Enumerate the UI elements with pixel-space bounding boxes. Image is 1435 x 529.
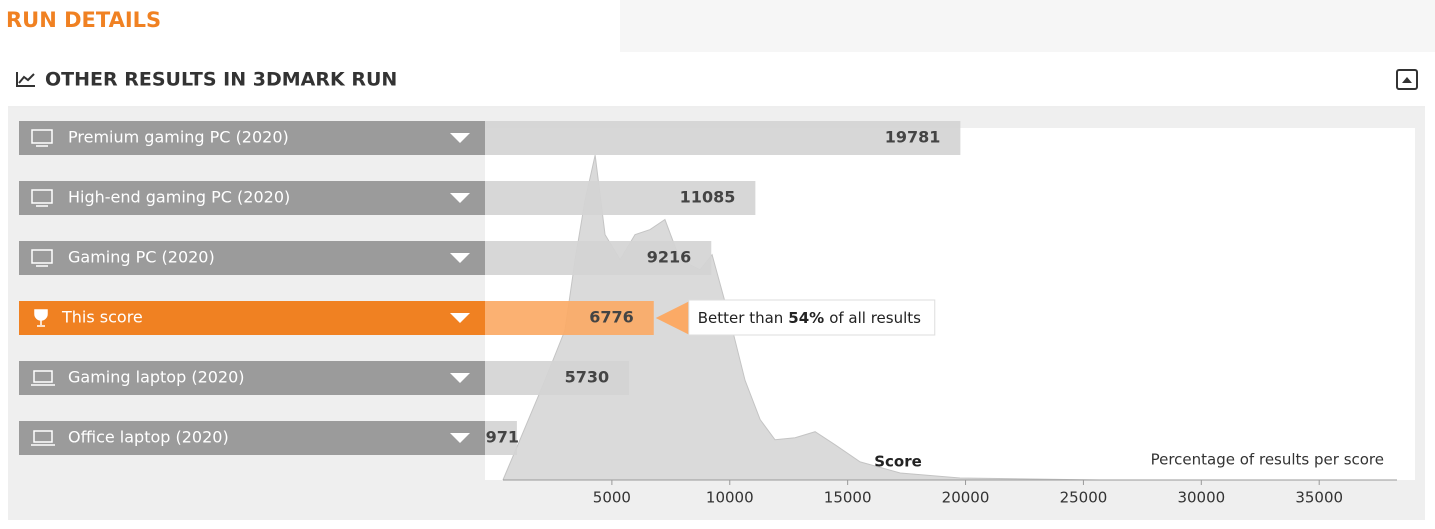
icon-desktop	[31, 189, 53, 204]
collapse-button[interactable]	[1396, 69, 1418, 90]
dropdown-arrow	[450, 433, 470, 443]
bar-value-label: 6776	[589, 308, 634, 327]
panel-title: OTHER RESULTS IN 3DMARK RUN	[45, 69, 397, 91]
bar-value-label: 11085	[680, 188, 736, 207]
category-box	[19, 361, 485, 395]
category-selector[interactable]: This score	[19, 301, 485, 335]
category-label: High-end gaming PC (2020)	[68, 188, 290, 207]
tooltip-text: Better than 54% of all results	[698, 309, 921, 327]
x-tick-label: 5000	[593, 489, 631, 507]
dropdown-arrow	[450, 253, 470, 263]
category-selector[interactable]: High-end gaming PC (2020)	[19, 181, 485, 215]
category-box	[19, 121, 485, 155]
x-tick-label: 30000	[1177, 489, 1225, 507]
bar-value-label: 19781	[885, 128, 941, 147]
bar	[485, 361, 630, 395]
category-label: Gaming laptop (2020)	[68, 368, 245, 387]
x-tick-label: 35000	[1295, 489, 1343, 507]
bar	[485, 121, 961, 155]
bar	[485, 241, 712, 275]
icon-laptop	[33, 430, 53, 443]
category-selector[interactable]: Premium gaming PC (2020)	[19, 121, 485, 155]
dropdown-arrow	[450, 313, 470, 323]
tooltip-suffix: of all results	[829, 309, 921, 327]
category-box	[19, 181, 485, 215]
tooltip-prefix: Better than	[698, 309, 784, 327]
page-title: RUN DETAILS	[6, 8, 161, 32]
bar-value-label: 5730	[565, 368, 610, 387]
bar	[485, 181, 756, 215]
category-label: Premium gaming PC (2020)	[68, 128, 289, 147]
x-axis-label: Score	[874, 453, 922, 471]
chart-icon	[16, 72, 35, 87]
category-label: Office laptop (2020)	[68, 428, 229, 447]
bar-value-label: 9216	[647, 248, 692, 267]
tooltip-highlight: 54%	[788, 309, 824, 327]
category-selector[interactable]: Gaming laptop (2020)	[19, 361, 485, 395]
header-bg	[620, 0, 1435, 52]
bar	[485, 301, 654, 335]
bar-value-label: 971	[486, 428, 519, 447]
category-box	[19, 241, 485, 275]
category-label: Gaming PC (2020)	[68, 248, 215, 267]
icon-desktop	[31, 129, 53, 144]
x-tick-label: 10000	[706, 489, 754, 507]
x-tick-label: 25000	[1060, 489, 1108, 507]
x-tick-label: 15000	[824, 489, 872, 507]
category-label: This score	[61, 308, 143, 327]
tooltip-arrow	[655, 301, 690, 335]
icon-trophy	[34, 309, 48, 327]
distribution-fill	[502, 155, 1390, 480]
dropdown-arrow	[450, 193, 470, 203]
dropdown-arrow	[450, 133, 470, 143]
category-selector[interactable]: Gaming PC (2020)	[19, 241, 485, 275]
icon-desktop	[31, 249, 53, 264]
tooltip-box	[688, 299, 936, 336]
x-tick-label: 20000	[942, 489, 990, 507]
dropdown-arrow	[450, 373, 470, 383]
category-selector[interactable]: Office laptop (2020)	[19, 421, 485, 455]
y-axis-label: Percentage of results per score	[1151, 451, 1384, 469]
bar	[485, 421, 517, 455]
icon-laptop	[33, 370, 53, 383]
category-box	[19, 421, 485, 455]
category-box	[19, 301, 485, 335]
